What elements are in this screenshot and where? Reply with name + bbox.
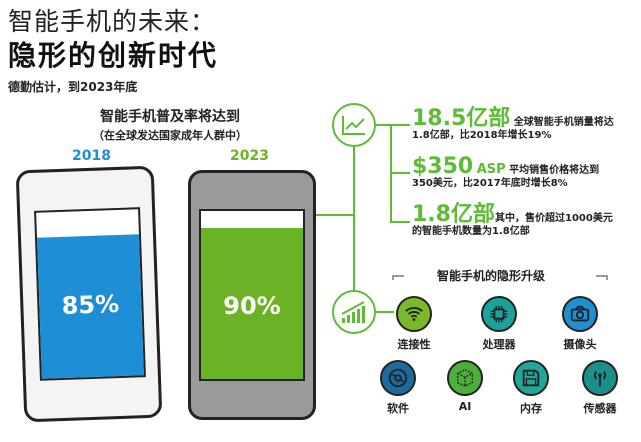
upgrade-label: 摄像头 xyxy=(563,338,597,351)
penetration-value: 85% xyxy=(61,289,120,320)
wifi-icon xyxy=(396,296,432,332)
stat-text: 1.8亿部，比2018年增长19% xyxy=(412,130,552,141)
cube-icon xyxy=(447,360,483,396)
connector-line xyxy=(376,124,392,126)
disc-icon xyxy=(380,360,416,396)
bracket xyxy=(596,275,608,280)
phone-screen: 90% xyxy=(199,209,305,381)
source-note: 德勤估计，到2023年底 xyxy=(8,80,138,94)
stat-big: 1.8亿部 xyxy=(412,202,495,227)
upgrade-label: 内存 xyxy=(520,402,542,415)
upgrade-label: 传感器 xyxy=(583,402,617,415)
upgrade-label: AI xyxy=(458,400,472,413)
stat-text: 平均销售价格将达到 xyxy=(509,165,600,176)
year-2023: 2023 xyxy=(230,148,269,164)
stat-text: 的智能手机数量为1.8亿部 xyxy=(412,226,530,237)
penetration-value: 90% xyxy=(223,291,281,320)
camera-icon xyxy=(562,296,598,332)
antenna-icon xyxy=(582,360,618,396)
floppy-icon xyxy=(513,360,549,396)
phone-2023: 90% xyxy=(188,170,316,420)
bracket xyxy=(392,275,404,280)
stat-asp: $350 ASP 平均销售价格将达到 350美元，比2017年底时增长8% xyxy=(412,156,600,190)
penetration-heading: 智能手机普及率将达到 xyxy=(100,109,240,125)
title-line2: 隐形的创新时代 xyxy=(8,39,219,72)
growth-bars-icon xyxy=(332,290,376,334)
stat-text: 全球智能手机销量将达 xyxy=(513,117,614,128)
line-chart-icon xyxy=(332,103,376,147)
processor-icon xyxy=(481,296,517,332)
penetration-subheading: （在全球发达国家成年人群中） xyxy=(93,129,247,142)
connector-line xyxy=(316,214,354,216)
stat-sales: 18.5亿部 全球智能手机销量将达 1.8亿部，比2018年增长19% xyxy=(412,108,614,142)
stat-text: 350美元，比2017年底时增长8% xyxy=(412,178,568,189)
stat-big: 18.5亿部 xyxy=(412,106,511,131)
connector-line xyxy=(390,124,410,126)
connector-line xyxy=(376,311,394,313)
title-line1: 智能手机的未来： xyxy=(8,7,217,36)
connector-line xyxy=(353,146,355,298)
stat-premium: 1.8亿部其中，售价超过1000美元的智能手机数量为1.8亿部 xyxy=(412,204,613,238)
phone-screen: 85% xyxy=(34,207,146,381)
upgrades-title: 智能手机的隐形升级 xyxy=(437,269,546,283)
upgrade-label: 处理器 xyxy=(482,338,516,351)
stat-big: $350 xyxy=(412,154,474,179)
stat-text: 其中，售价超过1000美元 xyxy=(494,213,613,224)
year-2018: 2018 xyxy=(72,148,111,164)
upgrade-label: 连接性 xyxy=(397,338,431,351)
penetration-fill xyxy=(201,227,303,379)
upgrade-label: 软件 xyxy=(387,402,409,415)
stat-extra: ASP xyxy=(476,162,506,177)
connector-line xyxy=(390,221,410,223)
connector-line xyxy=(390,172,410,174)
phone-2018: 85% xyxy=(15,165,163,423)
